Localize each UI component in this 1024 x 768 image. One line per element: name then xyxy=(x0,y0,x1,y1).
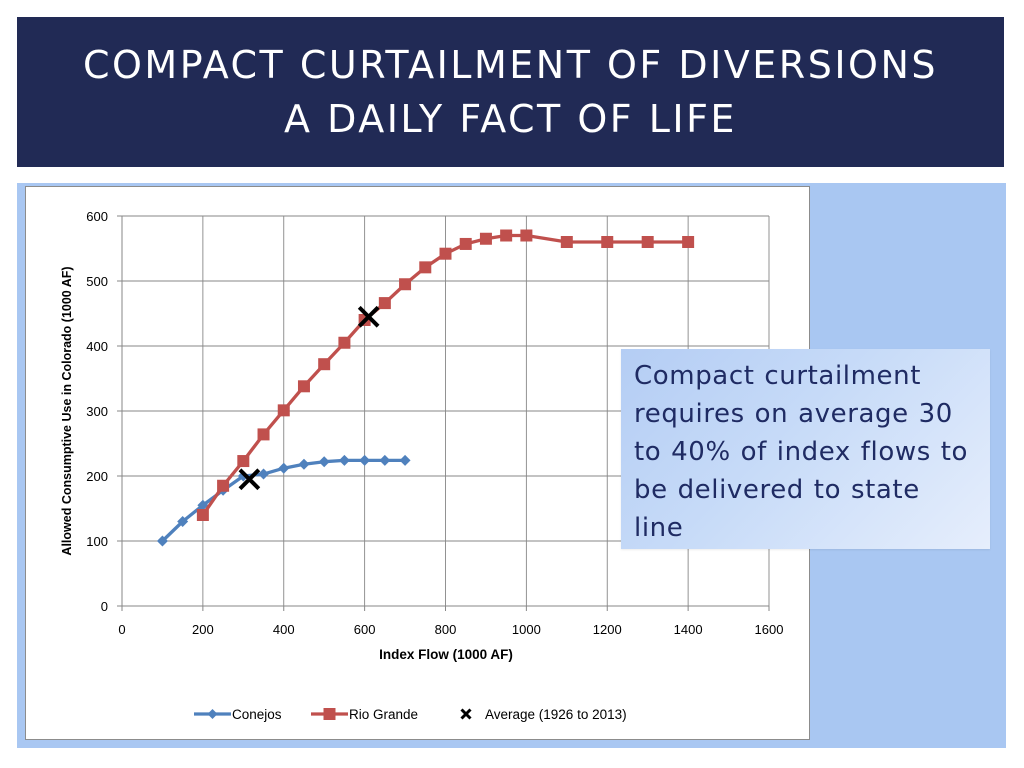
legend-item-conejos: Conejos xyxy=(194,707,282,722)
x-tick-label: 600 xyxy=(354,622,376,637)
rio-grande-point xyxy=(520,229,533,242)
rio-grande-point xyxy=(378,297,391,310)
rio-grande-point xyxy=(297,380,310,393)
rio-grande-point xyxy=(196,509,209,521)
chart-labels: Index Flow (1000 AF) Allowed Consumptive… xyxy=(60,209,783,662)
rio-grande-point xyxy=(217,479,230,492)
chart-series xyxy=(156,229,695,547)
legend-label-conejos: Conejos xyxy=(232,707,282,722)
rio-grande-point xyxy=(399,278,412,291)
chart-legend: Conejos Rio Grande Average (1926 to 2013) xyxy=(194,707,627,722)
average-1926-to-2013-point xyxy=(238,468,261,491)
x-tick-label: 1200 xyxy=(593,622,622,637)
x-tick-label: 1000 xyxy=(512,622,541,637)
series-rio-grande xyxy=(196,229,695,521)
rio-grande-point xyxy=(277,404,290,417)
rio-grande-point xyxy=(560,236,573,248)
slide-title-line-1: COMPACT CURTAILMENT OF DIVERSIONS xyxy=(82,43,938,87)
y-tick-label: 300 xyxy=(86,404,108,419)
x-tick-label: 1400 xyxy=(674,622,703,637)
legend-average-marker xyxy=(460,708,472,720)
rio-grande-point xyxy=(641,236,654,248)
conejos-point xyxy=(399,454,411,466)
x-axis-title: Index Flow (1000 AF) xyxy=(379,647,513,662)
rio-grande-point xyxy=(439,247,452,260)
x-tick-label: 800 xyxy=(435,622,457,637)
title-band: COMPACT CURTAILMENT OF DIVERSIONS A DAIL… xyxy=(17,17,1004,167)
callout-text: Compact curtailment requires on average … xyxy=(634,361,969,543)
rio-grande-point xyxy=(318,358,331,371)
average-marker-stroke xyxy=(357,305,380,328)
average-1926-to-2013-point xyxy=(357,305,380,328)
rio-grande-point xyxy=(682,236,695,248)
y-tick-label: 200 xyxy=(86,469,108,484)
y-tick-label: 500 xyxy=(86,274,108,289)
conejos-point xyxy=(258,468,270,480)
rio-grande-point xyxy=(459,237,472,250)
x-tick-label: 200 xyxy=(192,622,214,637)
legend-rio-grande-marker xyxy=(323,708,336,720)
y-tick-label: 600 xyxy=(86,209,108,224)
legend-label-average-1926-to-2013: Average (1926 to 2013) xyxy=(485,707,627,722)
conejos-point xyxy=(298,458,310,470)
rio-grande-point xyxy=(419,261,432,274)
series-average-1926-to-2013 xyxy=(238,305,380,491)
rio-grande-point xyxy=(237,455,250,468)
average-marker-stroke xyxy=(238,468,261,491)
rio-grande-point xyxy=(257,428,270,441)
legend-label-rio-grande: Rio Grande xyxy=(349,707,418,722)
conejos-point xyxy=(359,454,371,466)
conejos-point xyxy=(379,454,391,466)
slide-title-line-2: A DAILY FACT OF LIFE xyxy=(284,97,737,141)
conejos-point xyxy=(177,516,189,527)
conejos-point xyxy=(156,535,168,547)
y-tick-label: 400 xyxy=(86,339,108,354)
conejos-point xyxy=(318,456,330,468)
x-tick-label: 1600 xyxy=(755,622,784,637)
x-tick-label: 0 xyxy=(118,622,125,637)
y-tick-label: 100 xyxy=(86,534,108,549)
legend-conejos-marker xyxy=(207,709,218,719)
conejos-point xyxy=(197,499,209,511)
rio-grande-point xyxy=(601,236,614,248)
y-tick-label: 0 xyxy=(101,599,108,614)
conejos-point xyxy=(278,462,290,474)
legend-item-rio-grande: Rio Grande xyxy=(311,707,418,722)
x-tick-label: 400 xyxy=(273,622,295,637)
rio-grande-point xyxy=(500,229,513,242)
rio-grande-point xyxy=(338,336,351,349)
callout-box: Compact curtailment requires on average … xyxy=(621,349,990,549)
conejos-point xyxy=(338,454,350,466)
y-axis-title: Allowed Consumptive Use in Colorado (100… xyxy=(60,266,74,555)
rio-grande-point xyxy=(479,232,492,245)
chart-axes xyxy=(117,215,770,611)
legend-item-average-1926-to-2013: Average (1926 to 2013) xyxy=(460,707,627,722)
